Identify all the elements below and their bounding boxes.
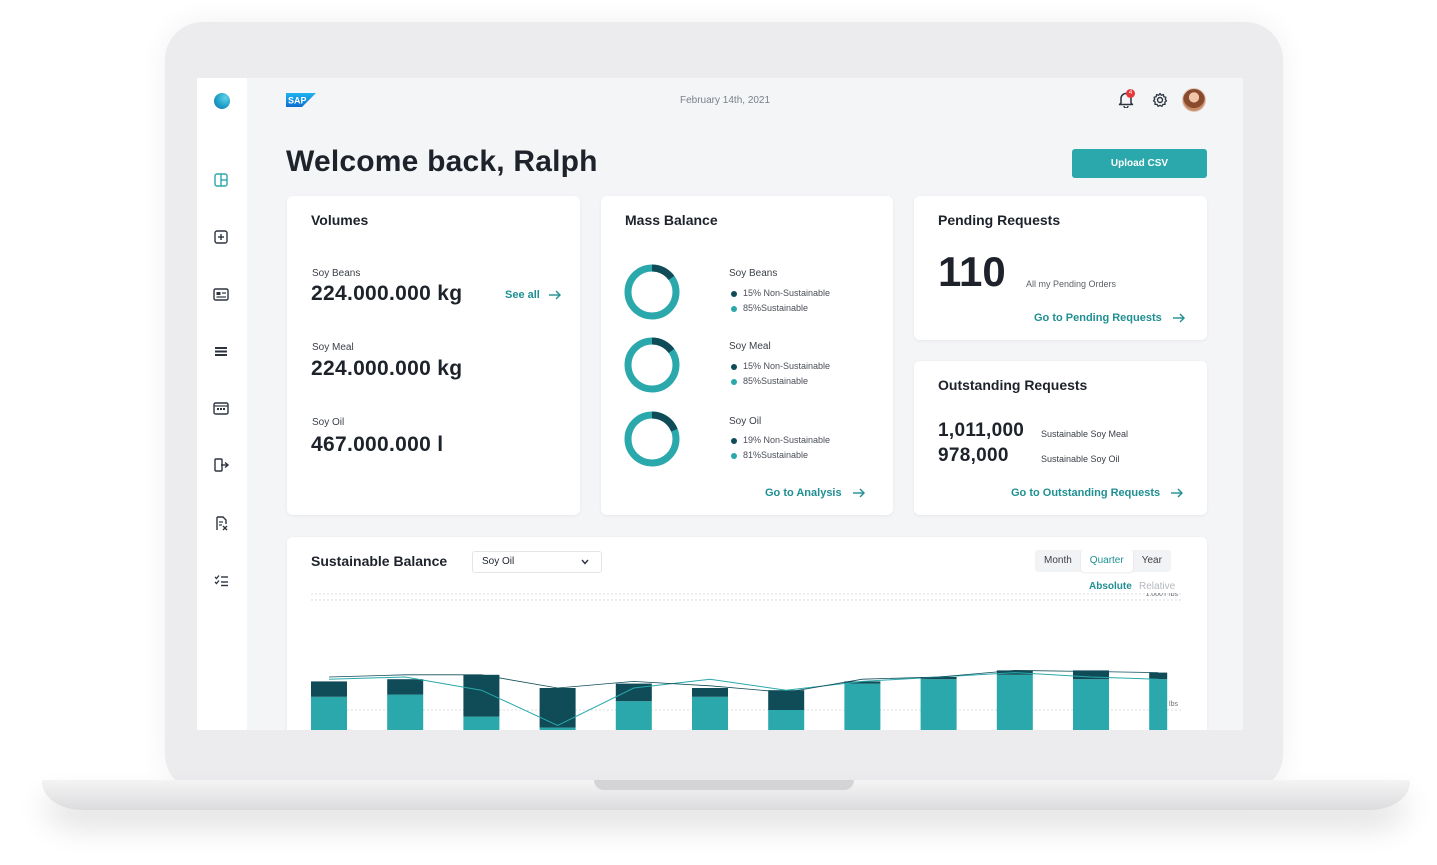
list-icon[interactable] (212, 342, 230, 360)
commodity-select[interactable]: Soy Oil (472, 551, 602, 573)
mass-balance-card: Mass Balance Soy Beans 15% Non-Sustainab… (601, 196, 893, 515)
legend-sustainable: 85%Sustainable (731, 303, 808, 313)
bar-sustainable (996, 674, 1033, 730)
sidebar (197, 78, 247, 730)
document-check-icon[interactable] (212, 514, 230, 532)
arrow-right-icon (1171, 488, 1184, 498)
period-toggle: Month Quarter Year (1035, 550, 1171, 572)
pending-title: Pending Requests (938, 212, 1061, 228)
bar-non-sustainable (692, 688, 728, 697)
export-icon[interactable] (212, 456, 230, 474)
period-month[interactable]: Month (1044, 555, 1072, 566)
go-to-outstanding-link[interactable]: Go to Outstanding Requests (1011, 487, 1184, 499)
volume-value: 224.000.000 kg (311, 357, 463, 380)
bar-non-sustainable (311, 681, 347, 697)
volume-value: 467.000.000 l (311, 433, 444, 456)
outstanding-label: Sustainable Soy Oil (1041, 454, 1120, 464)
volumes-card: Volumes Soy Beans 224.000.000 kg See all… (287, 196, 580, 515)
outstanding-label: Sustainable Soy Meal (1041, 429, 1129, 439)
outstanding-value: 978,000 (938, 445, 1009, 466)
notification-badge: 4 (1126, 89, 1135, 98)
bar-sustainable (768, 710, 805, 730)
sustainable-balance-chart: 1.000T lbs500T lbs (311, 593, 1181, 730)
id-card-icon[interactable] (212, 285, 230, 303)
avatar[interactable] (1182, 88, 1206, 112)
bar-non-sustainable (615, 683, 652, 702)
volume-value: 224.000.000 kg (311, 282, 463, 305)
app-screen: SAP February 14th, 2021 4 Welcome back, … (197, 78, 1243, 730)
period-quarter[interactable]: Quarter (1080, 550, 1133, 572)
volume-label: Soy Meal (312, 342, 354, 353)
see-all-label: See all (505, 289, 540, 301)
see-all-link[interactable]: See all (505, 289, 561, 301)
checklist-icon[interactable] (212, 571, 230, 589)
laptop-notch (594, 780, 854, 790)
pending-count: 110 (938, 248, 1006, 295)
bar-sustainable (1149, 679, 1168, 730)
legend-non-sustainable: 15% Non-Sustainable (731, 361, 830, 371)
outstanding-title: Outstanding Requests (938, 377, 1088, 393)
bar-sustainable (844, 683, 881, 730)
y-tick-label: 1.000T lbs (1145, 593, 1178, 598)
page-title: Welcome back, Ralph (286, 145, 598, 178)
trend-line-total (328, 669, 1159, 693)
bar-non-sustainable (844, 681, 881, 684)
bar-non-sustainable (387, 679, 424, 695)
sap-logo[interactable]: SAP (286, 93, 316, 107)
upload-csv-button[interactable]: Upload CSV (1072, 149, 1207, 178)
app-logo-icon[interactable] (214, 93, 230, 109)
volumes-title: Volumes (311, 212, 369, 228)
header-date: February 14th, 2021 (680, 95, 771, 106)
sustainable-balance-title: Sustainable Balance (311, 553, 448, 569)
mass-balance-label: Soy Beans (729, 268, 778, 279)
grid-icon[interactable] (212, 171, 230, 189)
mass-balance-label: Soy Oil (729, 416, 762, 427)
mode-relative[interactable]: Relative (1139, 581, 1176, 592)
arrow-right-icon (852, 488, 865, 498)
legend-non-sustainable: 19% Non-Sustainable (731, 435, 830, 445)
bar-sustainable (463, 716, 500, 730)
bar-sustainable (387, 694, 424, 730)
legend-sustainable: 85%Sustainable (731, 376, 808, 386)
add-box-icon[interactable] (212, 228, 230, 246)
outstanding-requests-card: Outstanding Requests 1,011,000 Sustainab… (914, 361, 1207, 515)
donut-chart (624, 411, 680, 467)
bar-sustainable (311, 696, 347, 730)
donut-chart (624, 337, 680, 393)
legend-non-sustainable: 15% Non-Sustainable (731, 288, 830, 298)
sap-logo-text: SAP (288, 96, 307, 106)
donut-chart (624, 264, 680, 320)
bar-non-sustainable (768, 690, 805, 710)
bar-non-sustainable (920, 677, 957, 680)
arrow-right-icon (1172, 313, 1185, 323)
bar-sustainable (615, 701, 652, 730)
mass-balance-label: Soy Meal (729, 341, 771, 352)
bar-non-sustainable (1073, 670, 1109, 680)
go-to-analysis-link[interactable]: Go to Analysis (765, 487, 865, 499)
volume-label: Soy Beans (312, 268, 361, 279)
outstanding-value: 1,011,000 (938, 420, 1025, 441)
mode-absolute[interactable]: Absolute (1089, 581, 1132, 592)
volume-label: Soy Oil (312, 417, 345, 428)
chevron-down-icon (581, 559, 589, 565)
bar-sustainable (692, 696, 728, 730)
mass-balance-title: Mass Balance (625, 212, 718, 228)
select-value: Soy Oil (482, 556, 515, 567)
bar-sustainable (539, 727, 576, 730)
trend-line-sustainable (328, 672, 1159, 726)
period-year[interactable]: Year (1141, 555, 1162, 566)
gear-icon[interactable] (1152, 92, 1169, 109)
bar-sustainable (1073, 679, 1109, 730)
bar-sustainable (920, 679, 957, 730)
bar-non-sustainable (539, 688, 576, 728)
calendar-icon[interactable] (212, 399, 230, 417)
pending-caption: All my Pending Orders (1026, 279, 1117, 289)
go-to-pending-link[interactable]: Go to Pending Requests (1034, 312, 1185, 324)
bar-non-sustainable (1149, 672, 1168, 680)
arrow-right-icon (548, 290, 561, 300)
legend-sustainable: 81%Sustainable (731, 450, 808, 460)
pending-requests-card: Pending Requests 110 All my Pending Orde… (914, 196, 1207, 340)
